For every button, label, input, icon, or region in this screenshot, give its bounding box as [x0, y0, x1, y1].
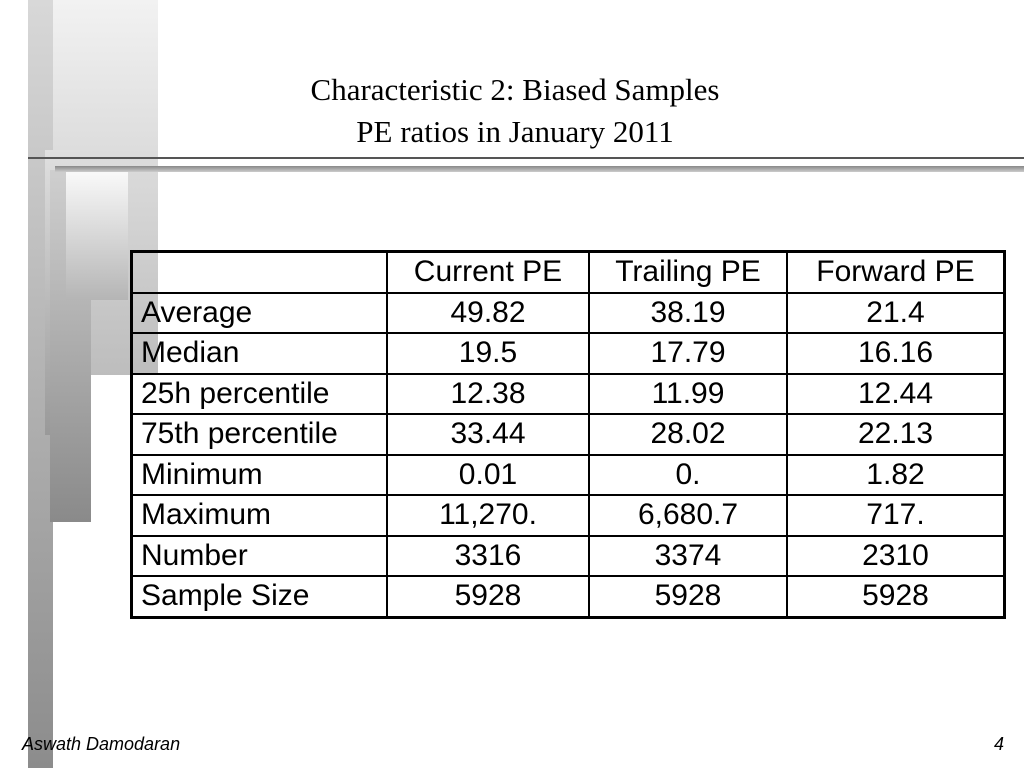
table-row: 25h percentile 12.38 11.99 12.44 — [130, 372, 1006, 415]
cell: 11,270. — [386, 494, 590, 537]
page-number: 4 — [994, 734, 1005, 754]
row-label: Maximum — [130, 494, 388, 537]
rule — [28, 157, 1024, 159]
cell: 28.02 — [588, 413, 788, 456]
cell: 6,680.7 — [588, 494, 788, 537]
row-label: Sample Size — [130, 575, 388, 618]
pe-table: Current PE Trailing PE Forward PE Average 49… — [130, 250, 1006, 619]
deco-bar — [66, 170, 128, 300]
author: Aswath Damodaran — [22, 734, 181, 754]
cell: 717. — [786, 494, 1006, 537]
cell: 3316 — [386, 534, 590, 577]
row-label: Average — [130, 291, 388, 334]
cell: 19.5 — [386, 332, 590, 375]
cell: 11.99 — [588, 372, 788, 415]
row-label: Median — [130, 332, 388, 375]
cell: 16.16 — [786, 332, 1006, 375]
cell: 0.01 — [386, 453, 590, 496]
table-row: Maximum 11,270. 6,680.7 717. — [130, 494, 1006, 537]
column-header: Trailing PE — [588, 250, 788, 294]
cell: 5928 — [786, 575, 1006, 618]
cell: 2310 — [786, 534, 1006, 577]
cell: 3374 — [588, 534, 788, 577]
rule — [55, 166, 1024, 172]
table-row: 75th percentile 33.44 28.02 22.13 — [130, 413, 1006, 456]
cell: 12.38 — [386, 372, 590, 415]
header-row: Current PE Trailing PE Forward PE — [130, 250, 1006, 294]
title: Characteristic 2: Biased Samples — [310, 72, 720, 107]
cell: 0. — [588, 453, 788, 496]
cell: 21.4 — [786, 291, 1006, 334]
table-row: Number 3316 3374 2310 — [130, 534, 1006, 577]
subtitle: PE ratios in January 2011 — [356, 114, 674, 149]
corner-cell — [130, 250, 388, 294]
table-row: Sample Size 5928 5928 5928 — [130, 575, 1006, 618]
cell: 12.44 — [786, 372, 1006, 415]
cell: 5928 — [588, 575, 788, 618]
table-row: Median 19.5 17.79 16.16 — [130, 332, 1006, 375]
cell: 1.82 — [786, 453, 1006, 496]
cell: 22.13 — [786, 413, 1006, 456]
cell: 17.79 — [588, 332, 788, 375]
row-label: Number — [130, 534, 388, 577]
cell: 49.82 — [386, 291, 590, 334]
row-label: 75th percentile — [130, 413, 388, 456]
table-row: Average 49.82 38.19 21.4 — [130, 291, 1006, 334]
row-label: 25h percentile — [130, 372, 388, 415]
table-row: Minimum 0.01 0. 1.82 — [130, 453, 1006, 496]
cell: 5928 — [386, 575, 590, 618]
row-label: Minimum — [130, 453, 388, 496]
column-header: Forward PE — [786, 250, 1006, 294]
cell: 38.19 — [588, 291, 788, 334]
cell: 33.44 — [386, 413, 590, 456]
column-header: Current PE — [386, 250, 590, 294]
